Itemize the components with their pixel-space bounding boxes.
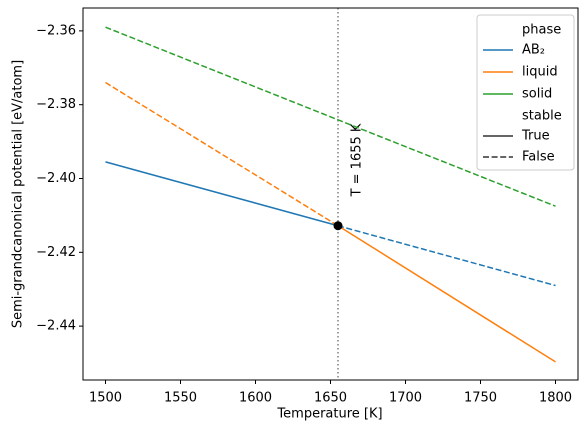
y-tick-label: −2.36 [36, 23, 76, 38]
x-tick-label: 1600 [239, 391, 272, 406]
point [333, 221, 343, 231]
series-line [105, 161, 339, 227]
x-tick-label: 1700 [389, 391, 422, 406]
legend-label: False [522, 150, 555, 165]
legend-label: AB₂ [522, 43, 545, 58]
annotation: T = 1655 K [350, 123, 365, 197]
series-line [337, 225, 556, 363]
legend-label: True [521, 129, 550, 144]
legend-label: liquid [522, 65, 558, 80]
y-tick-label: −2.44 [36, 319, 76, 334]
y-tick-label: −2.42 [36, 245, 76, 260]
series-line [105, 81, 339, 227]
series-line [105, 26, 556, 207]
y-axis-label: Semi-grandcanonical potential [eV/atom] [11, 60, 26, 328]
legend-title: stable [522, 109, 562, 124]
x-tick-label: 1500 [89, 391, 122, 406]
legend-box [476, 14, 575, 171]
legend-title: phase [522, 23, 561, 38]
y-tick-label: −2.40 [36, 171, 76, 186]
x-tick-label: 1750 [464, 391, 497, 406]
legend-label: solid [522, 87, 552, 102]
y-tick-label: −2.38 [36, 97, 76, 112]
x-tick-label: 1650 [314, 391, 347, 406]
x-tick-label: 1800 [539, 391, 572, 406]
plot-frame [82, 7, 579, 381]
x-tick-label: 1550 [164, 391, 197, 406]
series-line [337, 225, 556, 287]
x-axis-label: Temperature [K] [276, 407, 382, 422]
